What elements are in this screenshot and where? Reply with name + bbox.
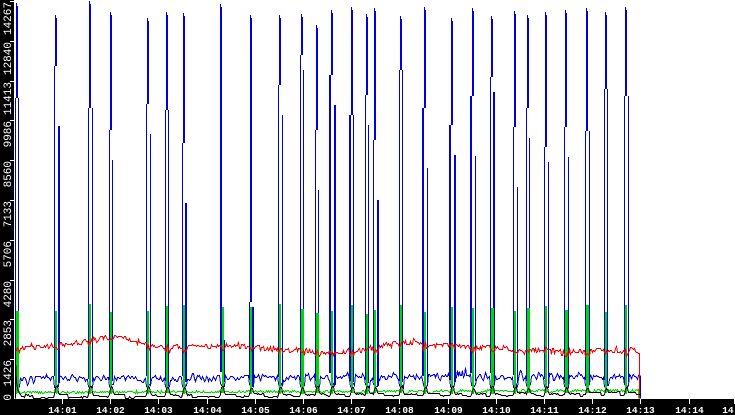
svg-text:5706: 5706	[3, 241, 15, 267]
svg-text:2853: 2853	[3, 320, 15, 346]
svg-text:11413: 11413	[3, 82, 15, 115]
svg-text:14:09: 14:09	[434, 405, 463, 415]
svg-text:14:11: 14:11	[530, 405, 559, 415]
svg-text:14:02: 14:02	[96, 405, 125, 415]
svg-text:14:05: 14:05	[241, 405, 270, 415]
svg-text:7133: 7133	[3, 201, 15, 227]
svg-text:14:03: 14:03	[144, 405, 173, 415]
svg-text:14:13: 14:13	[626, 405, 655, 415]
svg-text:14:10: 14:10	[482, 405, 511, 415]
svg-text:14:14: 14:14	[675, 405, 704, 415]
svg-text:14:07: 14:07	[337, 405, 366, 415]
svg-text:12840: 12840	[3, 42, 15, 75]
svg-text:14267: 14267	[3, 2, 15, 35]
svg-text:14:12: 14:12	[578, 405, 607, 415]
svg-text:14:01: 14:01	[48, 405, 77, 415]
svg-text:9986: 9986	[3, 121, 15, 147]
svg-text:14:04: 14:04	[193, 405, 222, 415]
svg-text:1426: 1426	[3, 360, 15, 386]
svg-text:14:08: 14:08	[385, 405, 414, 415]
svg-text:4280: 4280	[3, 281, 15, 307]
svg-text:0: 0	[3, 394, 15, 401]
svg-text:14:06: 14:06	[289, 405, 318, 415]
svg-text:14:15: 14:15	[722, 405, 735, 415]
svg-text:8560: 8560	[3, 161, 15, 187]
